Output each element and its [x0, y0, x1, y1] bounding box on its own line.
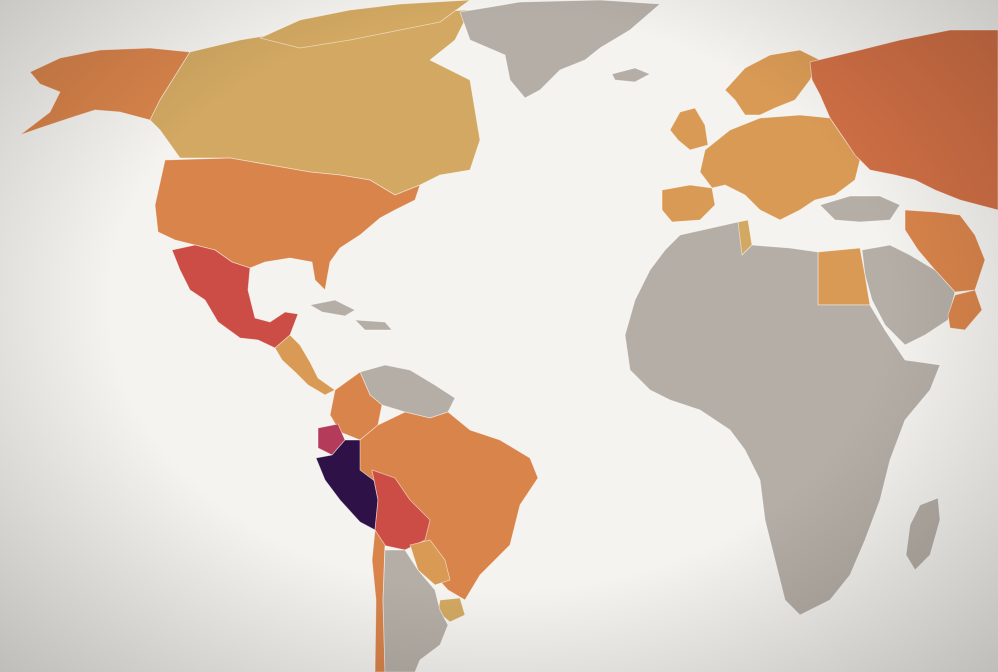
- region-iceland[interactable]: [611, 67, 651, 83]
- region-scandinavia[interactable]: [724, 49, 821, 116]
- region-mexico[interactable]: [171, 244, 299, 349]
- region-alaska[interactable]: [19, 47, 191, 136]
- region-africa[interactable]: [624, 221, 941, 616]
- region-arctic-islands[interactable]: [259, 0, 471, 49]
- region-greenland[interactable]: [459, 0, 661, 99]
- region-madagascar[interactable]: [905, 497, 941, 571]
- region-iberia[interactable]: [661, 184, 716, 223]
- region-argentina[interactable]: [382, 549, 449, 672]
- region-uk-ireland[interactable]: [669, 107, 709, 151]
- region-europe[interactable]: [699, 114, 861, 221]
- region-turkey[interactable]: [819, 195, 901, 223]
- region-russia[interactable]: [809, 29, 998, 211]
- region-caribbean[interactable]: [309, 299, 393, 331]
- region-arabia[interactable]: [861, 244, 956, 346]
- region-oman[interactable]: [947, 289, 983, 331]
